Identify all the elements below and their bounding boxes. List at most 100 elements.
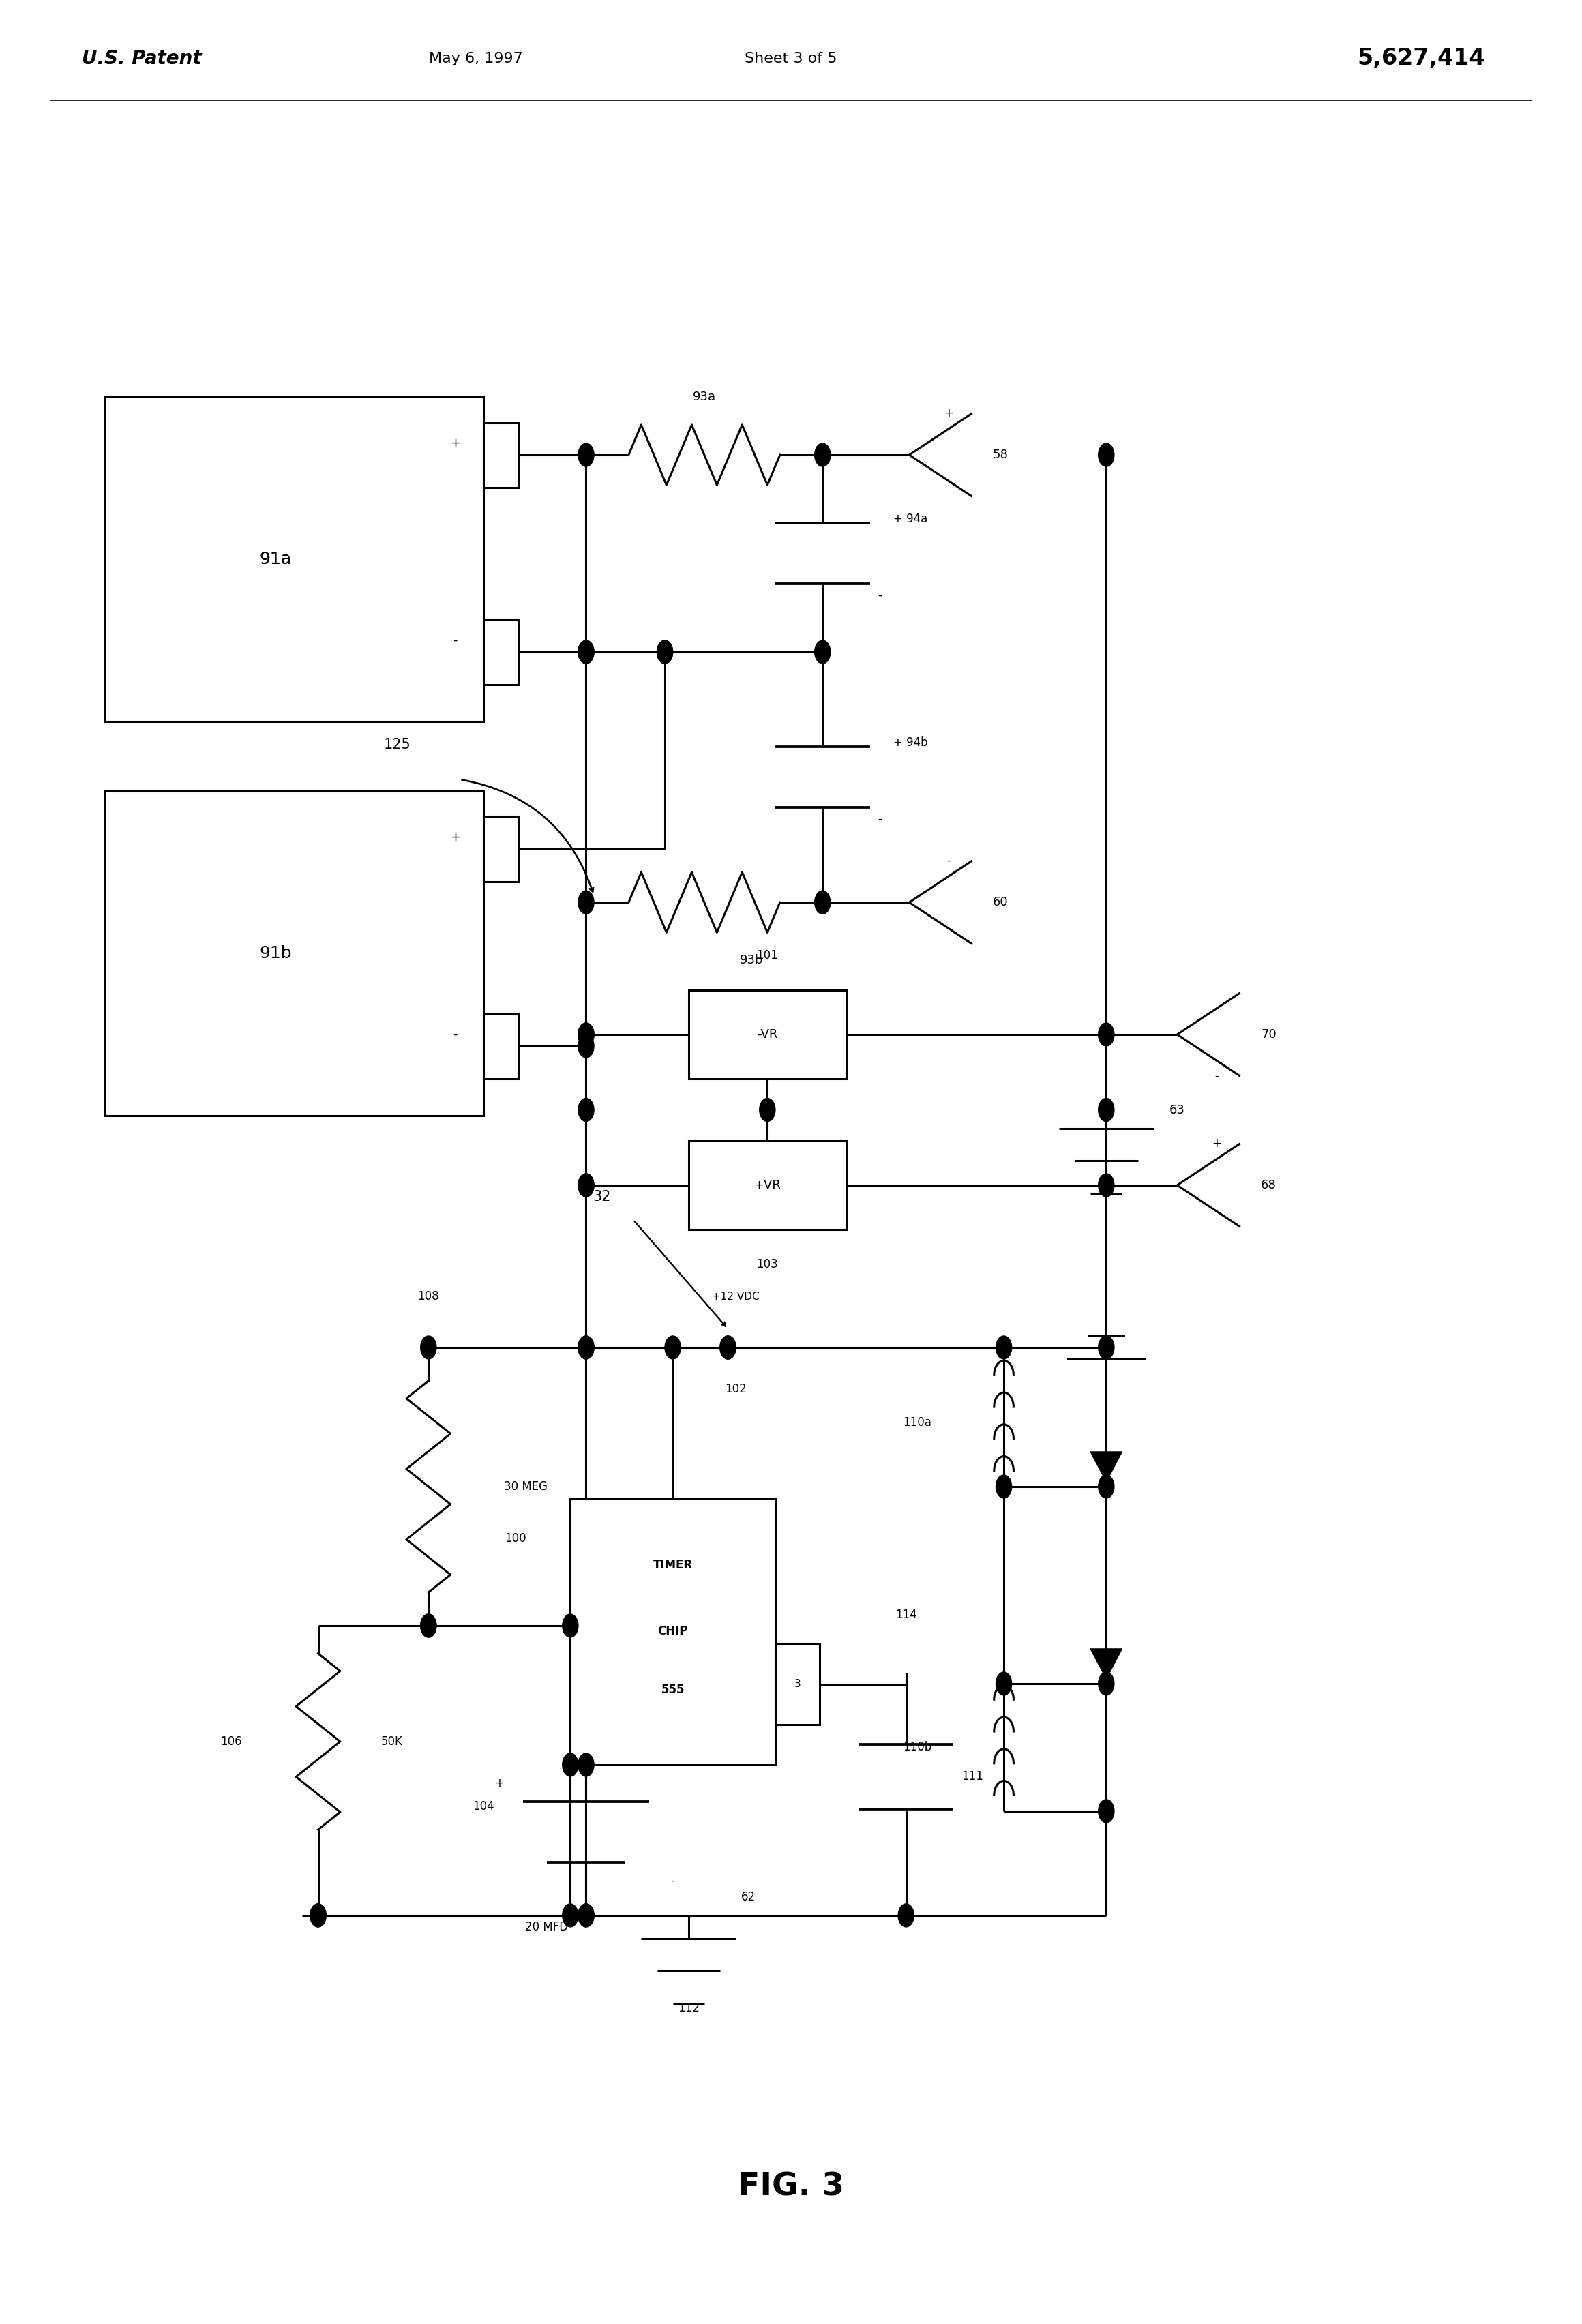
Text: +: + xyxy=(1212,1136,1221,1150)
Circle shape xyxy=(577,1023,593,1046)
Text: CHIP: CHIP xyxy=(658,1624,688,1638)
Bar xyxy=(106,397,484,720)
Text: May 6, 1997: May 6, 1997 xyxy=(429,51,522,65)
Text: 110b: 110b xyxy=(903,1741,932,1755)
Circle shape xyxy=(664,1336,680,1360)
Circle shape xyxy=(1098,1099,1114,1122)
Circle shape xyxy=(577,1174,593,1197)
Circle shape xyxy=(577,1034,593,1057)
Text: -: - xyxy=(452,634,457,646)
Text: 70: 70 xyxy=(1261,1027,1277,1041)
Bar xyxy=(688,990,846,1078)
Bar xyxy=(484,816,519,881)
Circle shape xyxy=(1098,1476,1114,1499)
Text: +: + xyxy=(451,437,460,449)
Circle shape xyxy=(899,1903,914,1927)
Text: 110a: 110a xyxy=(903,1418,932,1429)
Circle shape xyxy=(421,1615,437,1636)
Circle shape xyxy=(421,1336,437,1360)
Circle shape xyxy=(563,1752,577,1776)
Text: 555: 555 xyxy=(661,1685,685,1697)
Circle shape xyxy=(815,890,831,913)
Text: 112: 112 xyxy=(677,2001,699,2015)
Text: 63: 63 xyxy=(1169,1104,1185,1116)
Text: 32: 32 xyxy=(593,1190,611,1204)
Text: U.S. Patent: U.S. Patent xyxy=(82,49,201,67)
Text: 93a: 93a xyxy=(693,390,717,402)
Circle shape xyxy=(1098,1671,1114,1694)
Text: 58: 58 xyxy=(993,449,1008,460)
Bar xyxy=(688,1141,846,1229)
Circle shape xyxy=(997,1336,1011,1360)
Text: Sheet 3 of 5: Sheet 3 of 5 xyxy=(745,51,837,65)
Text: 68: 68 xyxy=(1261,1178,1277,1192)
Text: +VR: +VR xyxy=(753,1178,782,1192)
Circle shape xyxy=(1098,1023,1114,1046)
Text: 104: 104 xyxy=(473,1801,495,1813)
Text: 3: 3 xyxy=(794,1678,800,1690)
Text: 100: 100 xyxy=(505,1532,525,1543)
Text: + 94b: + 94b xyxy=(894,737,929,748)
Text: 111: 111 xyxy=(962,1771,982,1783)
Text: 108: 108 xyxy=(418,1290,440,1301)
Circle shape xyxy=(759,1099,775,1122)
Circle shape xyxy=(577,1336,593,1360)
Text: 93b: 93b xyxy=(740,955,764,967)
Circle shape xyxy=(657,641,672,665)
Text: +12 VDC: +12 VDC xyxy=(712,1292,759,1301)
Text: -: - xyxy=(946,855,951,867)
Text: 20 MFD: 20 MFD xyxy=(525,1922,568,1934)
Circle shape xyxy=(1098,1336,1114,1360)
Circle shape xyxy=(577,641,593,665)
Text: 60: 60 xyxy=(993,897,1008,909)
Circle shape xyxy=(720,1336,736,1360)
Text: 101: 101 xyxy=(756,951,778,962)
Circle shape xyxy=(577,641,593,665)
Text: FIG. 3: FIG. 3 xyxy=(737,2171,845,2203)
Bar xyxy=(106,790,484,1116)
Circle shape xyxy=(577,1174,593,1197)
Text: 91b: 91b xyxy=(259,946,291,962)
Text: -: - xyxy=(1215,1069,1218,1083)
Circle shape xyxy=(815,444,831,467)
Circle shape xyxy=(657,641,672,665)
Circle shape xyxy=(310,1903,326,1927)
Bar xyxy=(775,1643,819,1724)
Circle shape xyxy=(310,1903,326,1927)
Text: -VR: -VR xyxy=(758,1027,778,1041)
Text: 62: 62 xyxy=(742,1892,756,1903)
Bar xyxy=(484,621,519,686)
Circle shape xyxy=(577,1903,593,1927)
Circle shape xyxy=(577,444,593,467)
Bar xyxy=(571,1499,775,1764)
Bar xyxy=(484,423,519,488)
Text: -: - xyxy=(878,813,881,825)
Circle shape xyxy=(577,1099,593,1122)
Text: 106: 106 xyxy=(220,1736,242,1748)
Circle shape xyxy=(815,641,831,665)
Text: + 94a: + 94a xyxy=(894,514,927,525)
Circle shape xyxy=(577,890,593,913)
Circle shape xyxy=(577,1336,593,1360)
Text: 91a: 91a xyxy=(259,551,291,567)
Text: 91a: 91a xyxy=(259,551,291,567)
Text: 30 MEG: 30 MEG xyxy=(505,1480,547,1492)
Circle shape xyxy=(563,1903,577,1927)
Circle shape xyxy=(1098,1799,1114,1822)
Text: +: + xyxy=(495,1778,505,1789)
Text: TIMER: TIMER xyxy=(653,1559,693,1571)
Circle shape xyxy=(997,1476,1011,1499)
Circle shape xyxy=(720,1336,736,1360)
Text: 102: 102 xyxy=(725,1383,747,1394)
Circle shape xyxy=(421,1615,437,1636)
Circle shape xyxy=(577,1752,593,1776)
Bar xyxy=(484,1013,519,1078)
Polygon shape xyxy=(1090,1452,1122,1483)
Text: 114: 114 xyxy=(895,1608,918,1620)
Text: 125: 125 xyxy=(383,739,410,751)
Circle shape xyxy=(1098,1174,1114,1197)
Circle shape xyxy=(577,1903,593,1927)
Text: 50K: 50K xyxy=(381,1736,403,1748)
Text: +: + xyxy=(451,832,460,844)
Polygon shape xyxy=(1090,1648,1122,1678)
